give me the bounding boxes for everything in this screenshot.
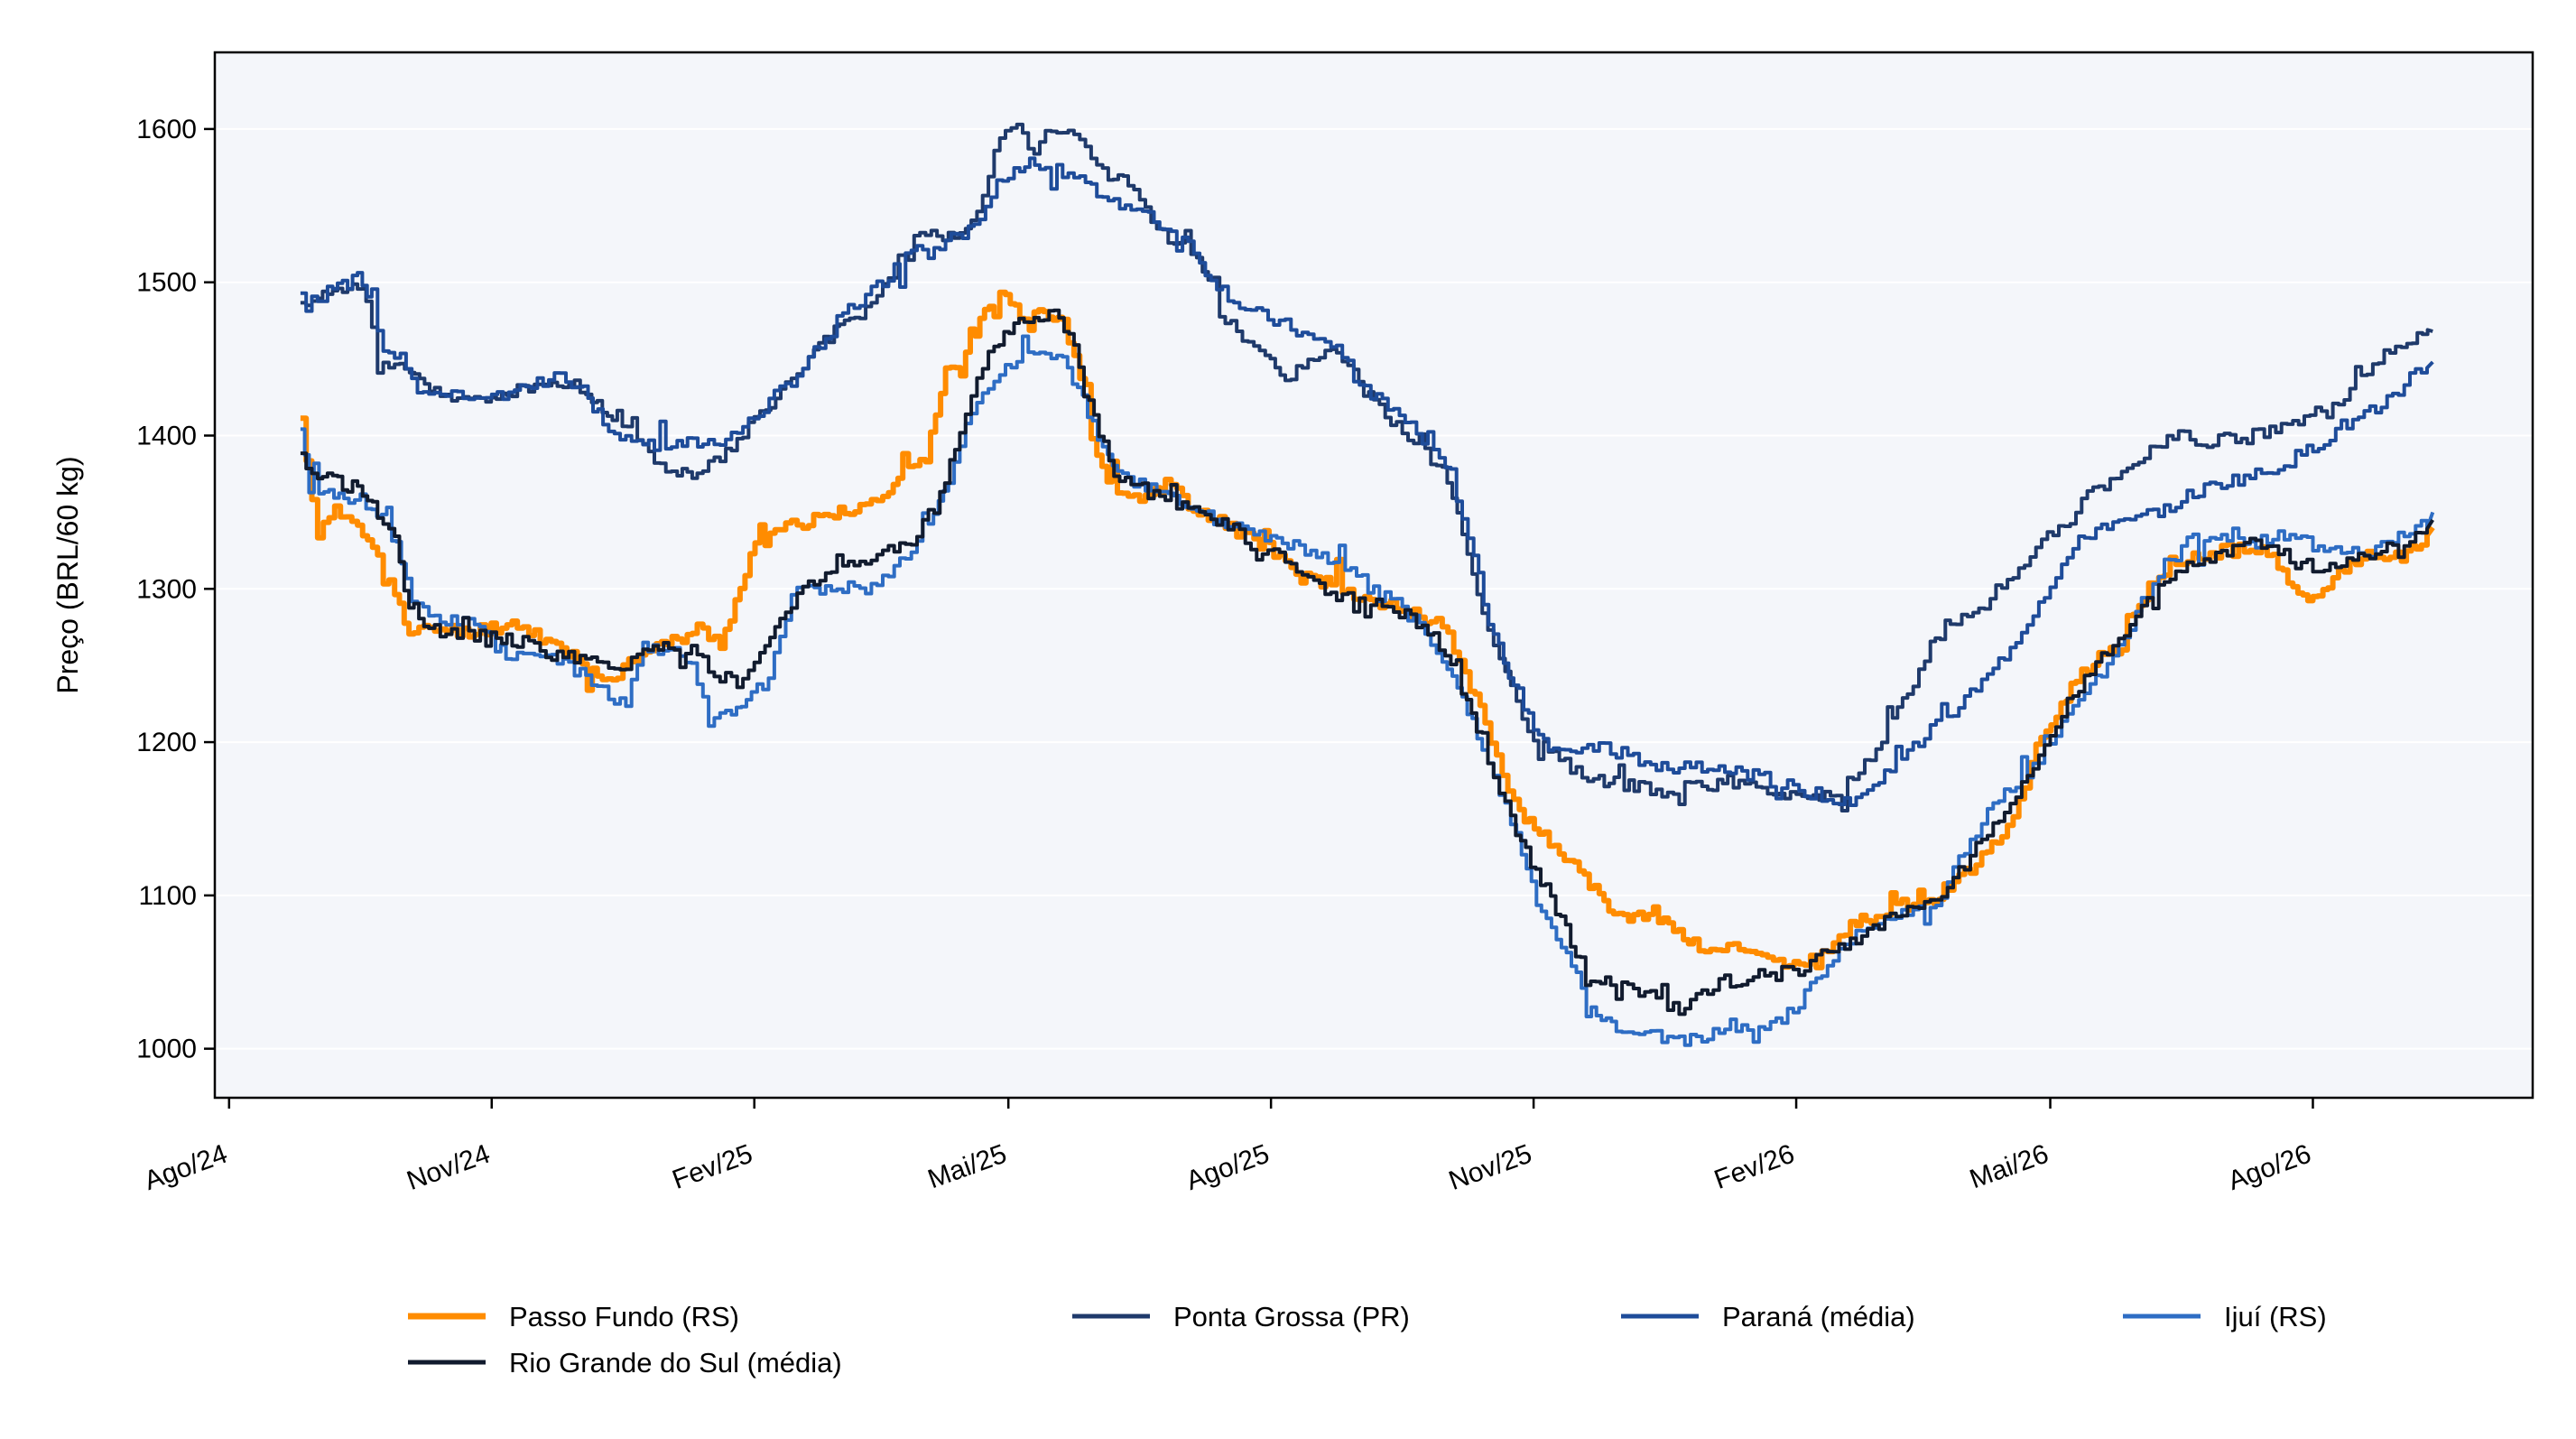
y-tick-label: 1300 — [136, 574, 197, 604]
x-axis: Ago/24 Nov/24 Fev/25 Mai/25 Ago/25 Nov/25 Fev/… — [141, 1098, 2315, 1196]
series-lines — [300, 122, 2435, 1047]
y-axis-title: Preço (BRL/60 kg) — [51, 456, 84, 693]
x-tick-label: Ago/26 — [2224, 1139, 2315, 1197]
legend-label: Ponta Grossa (PR) — [1173, 1301, 1410, 1332]
legend-label: Rio Grande do Sul (média) — [509, 1347, 842, 1379]
x-tick-label: Nov/24 — [403, 1139, 495, 1197]
x-tick-label: Ago/25 — [1182, 1139, 1274, 1197]
series-line — [300, 308, 2434, 1017]
series-line — [300, 156, 2434, 807]
legend: Passo Fundo (RS) Ponta Grossa (PR) Paraná … — [408, 1301, 2327, 1379]
y-tick-label: 1600 — [136, 115, 197, 144]
plot-frame — [213, 51, 2534, 1100]
x-tick-label: Mai/26 — [1966, 1139, 2052, 1195]
plot-area — [215, 52, 2533, 1098]
x-tick-label: Mai/25 — [924, 1139, 1011, 1195]
x-tick-label: Nov/25 — [1445, 1139, 1536, 1197]
y-tick-label: 1400 — [136, 421, 197, 450]
y-axis: 1000 1100 1200 1300 1400 1500 1600 — [136, 115, 215, 1064]
legend-label: Passo Fundo (RS) — [509, 1301, 739, 1332]
x-tick-label: Ago/24 — [141, 1139, 232, 1197]
x-tick-label: Fev/25 — [669, 1139, 756, 1195]
gridlines — [215, 127, 2533, 1050]
legend-label: Paraná (média) — [1722, 1301, 1915, 1332]
y-tick-label: 1100 — [138, 881, 197, 911]
y-tick-label: 1000 — [136, 1035, 197, 1064]
y-tick-label: 1500 — [136, 268, 197, 298]
x-tick-label: Fev/26 — [1710, 1139, 1798, 1195]
y-tick-label: 1200 — [136, 728, 197, 757]
legend-label: Ijuí (RS) — [2224, 1301, 2327, 1332]
